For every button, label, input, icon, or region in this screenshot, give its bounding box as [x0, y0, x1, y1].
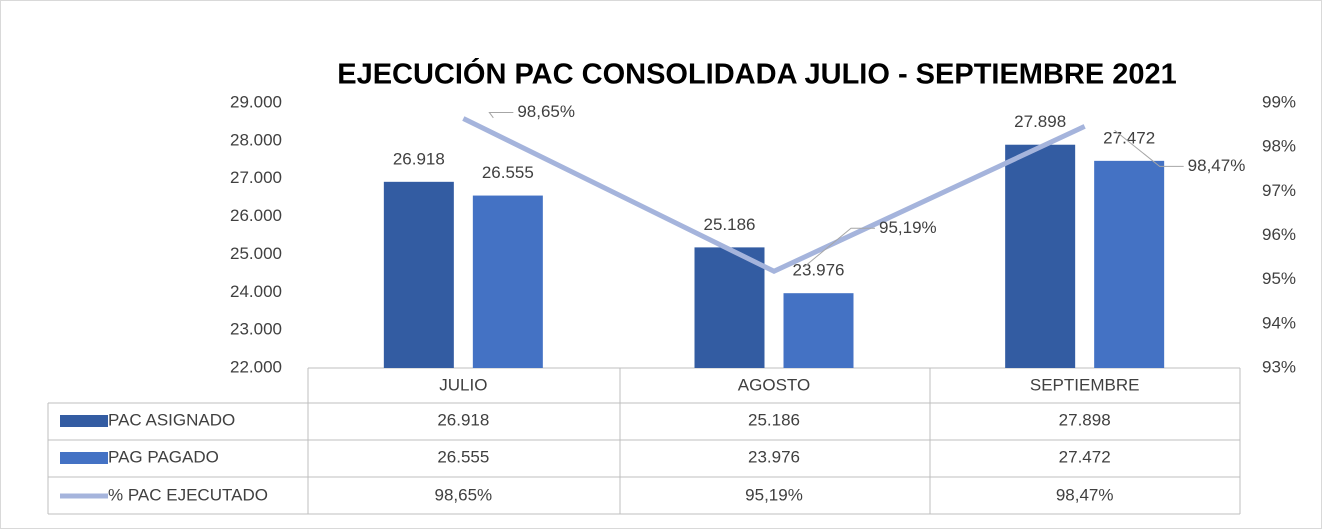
y2-tick-label: 98%: [1262, 137, 1296, 156]
y-tick-label: 25.000: [230, 244, 282, 263]
table-cell: 98,47%: [1056, 485, 1114, 504]
line: [462, 116, 1086, 275]
data-label: 26.918: [393, 149, 445, 168]
leader-line: [803, 227, 875, 268]
table-cell: 26.918: [437, 410, 489, 429]
y-tick-label: 22.000: [230, 357, 282, 376]
y2-tick-label: 95%: [1262, 269, 1296, 288]
legend-label: PAG PAGADO: [108, 447, 219, 466]
table-cell: 27.472: [1059, 447, 1111, 466]
table-cell: 27.898: [1059, 410, 1111, 429]
bar: [1005, 144, 1076, 368]
data-label: 26.555: [482, 163, 534, 182]
bar: [472, 195, 543, 368]
bar: [694, 247, 765, 368]
y-tick-label: 28.000: [230, 130, 282, 149]
table-cell: 26.555: [437, 447, 489, 466]
leader-line: [1114, 130, 1184, 167]
x-tick-label: SEPTIEMBRE: [1030, 375, 1140, 394]
legend-label: % PAC EJECUTADO: [108, 485, 268, 504]
data-label: 27.898: [1014, 112, 1066, 131]
table-cell: 98,65%: [434, 485, 492, 504]
line-data-label: 98,65%: [517, 102, 575, 121]
data-label: 25.186: [704, 215, 756, 234]
y2-tick-label: 93%: [1262, 357, 1296, 376]
y2-tick-label: 99%: [1262, 92, 1296, 111]
data-label: 27.472: [1103, 128, 1155, 147]
table-cell: 95,19%: [745, 485, 803, 504]
y-tick-label: 26.000: [230, 206, 282, 225]
y2-tick-label: 96%: [1262, 225, 1296, 244]
table-cell: 23.976: [748, 447, 800, 466]
y-tick-label: 23.000: [230, 320, 282, 339]
line-data-label: 98,47%: [1188, 156, 1246, 175]
y-tick-label: 27.000: [230, 168, 282, 187]
line-data-label: 95,19%: [879, 218, 937, 237]
legend-key: [60, 452, 108, 464]
bar: [783, 293, 854, 368]
y2-tick-label: 94%: [1262, 313, 1296, 332]
x-tick-label: AGOSTO: [738, 375, 810, 394]
y-tick-label: 29.000: [230, 92, 282, 111]
bar: [1094, 160, 1165, 368]
bar: [383, 181, 454, 368]
leader-line: [488, 111, 514, 119]
table-cell: 25.186: [748, 410, 800, 429]
legend-key: [60, 415, 108, 427]
y2-tick-label: 97%: [1262, 181, 1296, 200]
chart-title: EJECUCIÓN PAC CONSOLIDADA JULIO - SEPTIE…: [337, 57, 1177, 91]
x-tick-label: JULIO: [439, 375, 487, 394]
data-label: 23.976: [793, 261, 845, 280]
y-tick-label: 24.000: [230, 282, 282, 301]
data-table-grid: [47, 367, 1241, 515]
legend-label: PAC ASIGNADO: [108, 410, 235, 429]
